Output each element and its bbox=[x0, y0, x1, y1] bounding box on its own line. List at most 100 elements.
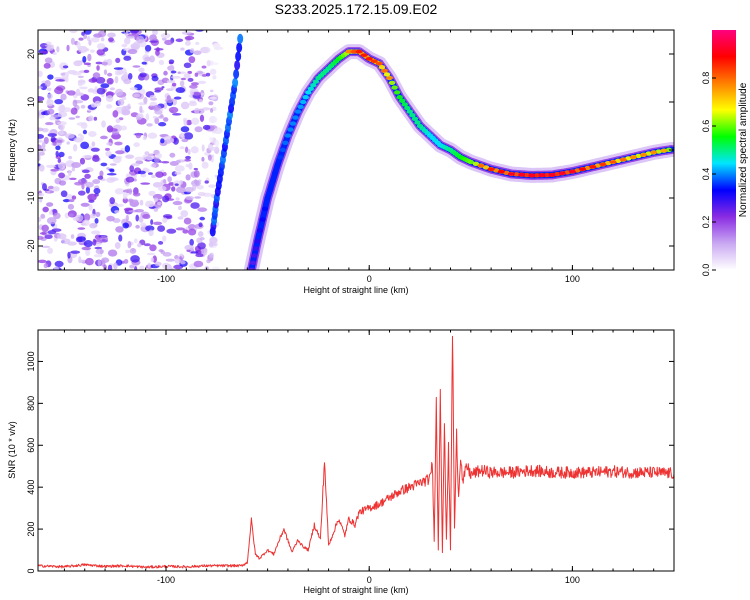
noise-speck bbox=[54, 98, 64, 105]
noise-speck bbox=[56, 46, 60, 53]
spectrogram-ytick-label: 20 bbox=[26, 49, 36, 59]
snr-xtick-label: -100 bbox=[157, 575, 175, 585]
noise-speck bbox=[96, 49, 105, 56]
noise-speck bbox=[82, 129, 88, 135]
ridge-core-blob bbox=[249, 260, 257, 265]
noise-speck bbox=[132, 192, 141, 197]
noise-speck bbox=[57, 121, 67, 126]
noise-speck bbox=[180, 101, 190, 110]
ridge-core-blob bbox=[396, 95, 403, 100]
noise-speck bbox=[205, 72, 211, 77]
noise-speck bbox=[92, 72, 101, 79]
noise-speck bbox=[68, 117, 76, 120]
noise-speck bbox=[162, 252, 172, 257]
noise-speck bbox=[152, 105, 162, 111]
noise-speck bbox=[83, 240, 93, 248]
noise-speck bbox=[163, 70, 168, 76]
ridge-core-blob bbox=[282, 140, 289, 145]
noise-speck bbox=[190, 202, 200, 209]
noise-speck bbox=[115, 226, 124, 233]
noise-speck bbox=[78, 86, 88, 90]
noise-speck bbox=[38, 70, 43, 78]
ridge-core-blob bbox=[299, 99, 307, 105]
noise-speck bbox=[145, 200, 155, 208]
noise-speck bbox=[90, 147, 100, 152]
noise-speck bbox=[70, 250, 81, 254]
noise-speck bbox=[82, 154, 93, 159]
noise-speck bbox=[127, 72, 133, 80]
noise-speck bbox=[43, 263, 49, 269]
noise-speck bbox=[199, 114, 205, 122]
noise-speck bbox=[201, 161, 209, 169]
noise-speck bbox=[203, 248, 208, 256]
noise-speck bbox=[187, 228, 197, 236]
noise-speck bbox=[39, 50, 48, 54]
noise-speck bbox=[105, 91, 115, 96]
noise-speck bbox=[57, 158, 62, 164]
noise-speck bbox=[177, 216, 184, 220]
snr-xtick-label: 0 bbox=[367, 575, 372, 585]
noise-speck bbox=[142, 135, 147, 141]
noise-speck bbox=[94, 246, 103, 250]
noise-speck bbox=[71, 195, 77, 200]
ridge-core-blob bbox=[388, 80, 396, 86]
noise-speck bbox=[60, 190, 68, 198]
noise-speck bbox=[193, 260, 204, 268]
noise-speck bbox=[184, 244, 195, 251]
ridge-core-blob bbox=[252, 246, 260, 251]
noise-speck bbox=[190, 251, 199, 254]
noise-speck bbox=[52, 186, 60, 192]
noise-speck bbox=[204, 180, 209, 184]
noise-speck bbox=[48, 210, 54, 215]
noise-speck bbox=[170, 70, 177, 74]
noise-speck bbox=[38, 217, 42, 223]
colorbar-tick-label: 0.0 bbox=[701, 264, 711, 277]
noise-speck bbox=[180, 77, 187, 81]
noise-speck bbox=[115, 57, 121, 63]
snr-ytick-label: 400 bbox=[26, 480, 36, 495]
snr-series-line bbox=[38, 335, 674, 569]
ridge-peak-blob bbox=[609, 160, 617, 164]
noise-speck bbox=[47, 74, 54, 80]
noise-speck bbox=[184, 186, 194, 193]
ridge-core-blob bbox=[279, 147, 287, 153]
spectrogram-ytick-label: 0 bbox=[26, 147, 36, 152]
noise-speck bbox=[187, 77, 194, 82]
noise-speck bbox=[182, 229, 189, 234]
noise-speck bbox=[179, 80, 185, 87]
noise-speck bbox=[114, 76, 119, 84]
noise-speck bbox=[144, 56, 151, 62]
noise-speck bbox=[41, 224, 49, 232]
spectrogram-ytick-label: 10 bbox=[26, 97, 36, 107]
noise-speck bbox=[75, 115, 80, 119]
ridge-core-blob bbox=[305, 90, 312, 95]
noise-speck bbox=[170, 109, 174, 114]
noise-speck bbox=[83, 69, 90, 73]
noise-speck bbox=[38, 112, 41, 117]
noise-speck bbox=[155, 204, 162, 209]
noise-speck bbox=[80, 94, 90, 101]
ridge-peak-blob bbox=[619, 157, 627, 162]
snr-frame bbox=[37, 329, 675, 572]
noise-speck bbox=[107, 32, 116, 38]
noise-speck bbox=[107, 72, 113, 77]
ridge-core-blob bbox=[251, 253, 258, 258]
noise-speck bbox=[78, 37, 84, 41]
noise-speck bbox=[101, 257, 110, 263]
noise-speck bbox=[183, 73, 191, 79]
noise-speck bbox=[157, 241, 164, 245]
noise-speck bbox=[196, 185, 204, 190]
noise-speck bbox=[181, 138, 189, 143]
noise-speck bbox=[143, 243, 151, 247]
noise-speck bbox=[45, 164, 56, 168]
colorbar-tick-label: 0.8 bbox=[701, 72, 711, 85]
noise-speck bbox=[113, 262, 118, 270]
ridge-core-blob bbox=[482, 165, 490, 170]
noise-speck bbox=[150, 257, 155, 263]
noise-speck bbox=[61, 238, 71, 244]
noise-speck bbox=[149, 55, 155, 63]
noise-speck bbox=[184, 35, 195, 41]
noise-speck bbox=[170, 267, 174, 270]
noise-speck bbox=[160, 138, 165, 144]
noise-speck bbox=[81, 246, 92, 251]
